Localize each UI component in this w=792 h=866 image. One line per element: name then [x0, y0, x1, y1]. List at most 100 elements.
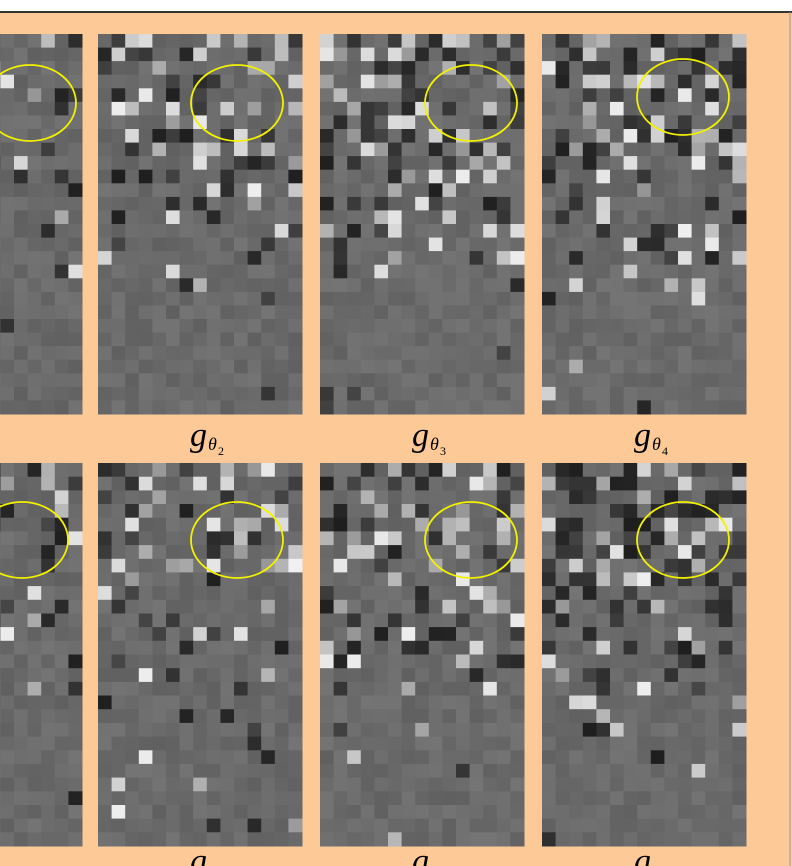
pixel: [583, 655, 597, 669]
pixel: [402, 819, 416, 833]
pixel: [361, 682, 375, 696]
pixel: [347, 238, 361, 252]
pixel: [483, 805, 497, 819]
pixel: [288, 614, 302, 628]
pixel: [678, 251, 692, 265]
pixel: [320, 61, 334, 75]
pixel: [678, 143, 692, 157]
pixel: [510, 251, 524, 265]
pixel: [415, 723, 429, 737]
pixel: [429, 723, 443, 737]
pixel: [98, 115, 112, 129]
pixel: [556, 586, 570, 600]
pixel: [402, 641, 416, 655]
pixel: [334, 641, 348, 655]
pixel: [596, 627, 610, 641]
pixel: [664, 723, 678, 737]
pixel: [193, 764, 207, 778]
pixel: [556, 477, 570, 491]
pixel: [98, 143, 112, 157]
pixel: [692, 197, 706, 211]
pixel: [442, 655, 456, 669]
pixel: [139, 572, 153, 586]
pixel: [610, 723, 624, 737]
pixel: [207, 531, 221, 545]
pixel: [637, 373, 651, 387]
pixel: [55, 319, 69, 333]
pixel: [637, 477, 651, 491]
pixel: [651, 34, 665, 48]
pixel: [288, 360, 302, 374]
pixel: [234, 737, 248, 751]
pixel: [275, 682, 289, 696]
pixel: [0, 696, 14, 710]
pixel: [248, 805, 262, 819]
pixel: [583, 102, 597, 116]
pixel: [28, 251, 42, 265]
pixel: [275, 723, 289, 737]
pixel: [596, 61, 610, 75]
pixel: [664, 360, 678, 374]
pixel: [483, 360, 497, 374]
pixel: [68, 251, 82, 265]
pixel: [320, 696, 334, 710]
pixel: [152, 88, 166, 102]
pixel: [112, 655, 126, 669]
pixel: [388, 819, 402, 833]
pixel: [152, 102, 166, 116]
pixel: [637, 88, 651, 102]
pixel: [705, 387, 719, 401]
pixel: [234, 319, 248, 333]
pixel: [248, 531, 262, 545]
pixel: [542, 737, 556, 751]
pixel: [261, 614, 275, 628]
pixel: [28, 696, 42, 710]
pixel: [68, 737, 82, 751]
pixel: [374, 504, 388, 518]
pixel: [705, 463, 719, 477]
pixel: [415, 682, 429, 696]
pixel: [624, 387, 638, 401]
pixel: [275, 333, 289, 347]
pixel: [152, 400, 166, 414]
pixel: [374, 490, 388, 504]
pixel: [402, 346, 416, 360]
pixel: [388, 750, 402, 764]
pixel: [556, 183, 570, 197]
pixel: [624, 764, 638, 778]
pixel: [275, 210, 289, 224]
pixel: [678, 61, 692, 75]
pixel: [692, 819, 706, 833]
pixel: [637, 614, 651, 628]
pixel: [68, 723, 82, 737]
pixel: [68, 778, 82, 792]
pixel: [732, 750, 746, 764]
pixel: [207, 48, 221, 62]
pixel: [234, 463, 248, 477]
pixel: [41, 34, 55, 48]
pixel: [510, 504, 524, 518]
pixel: [497, 641, 511, 655]
pixel: [320, 668, 334, 682]
pixel: [28, 75, 42, 89]
pixel: [402, 61, 416, 75]
pixel: [166, 265, 180, 279]
pixel: [180, 682, 194, 696]
pixel: [180, 709, 194, 723]
pixel: [569, 183, 583, 197]
pixel: [125, 723, 139, 737]
pixel: [98, 559, 112, 573]
pixel: [41, 143, 55, 157]
pixel: [456, 572, 470, 586]
pixel: [334, 143, 348, 157]
pixel: [429, 709, 443, 723]
pixel: [98, 238, 112, 252]
pixel: [456, 115, 470, 129]
pixel: [510, 34, 524, 48]
pixel: [220, 518, 234, 532]
pixel: [193, 305, 207, 319]
pixel: [68, 655, 82, 669]
pixel: [41, 627, 55, 641]
pixel: [166, 737, 180, 751]
pixel: [610, 696, 624, 710]
